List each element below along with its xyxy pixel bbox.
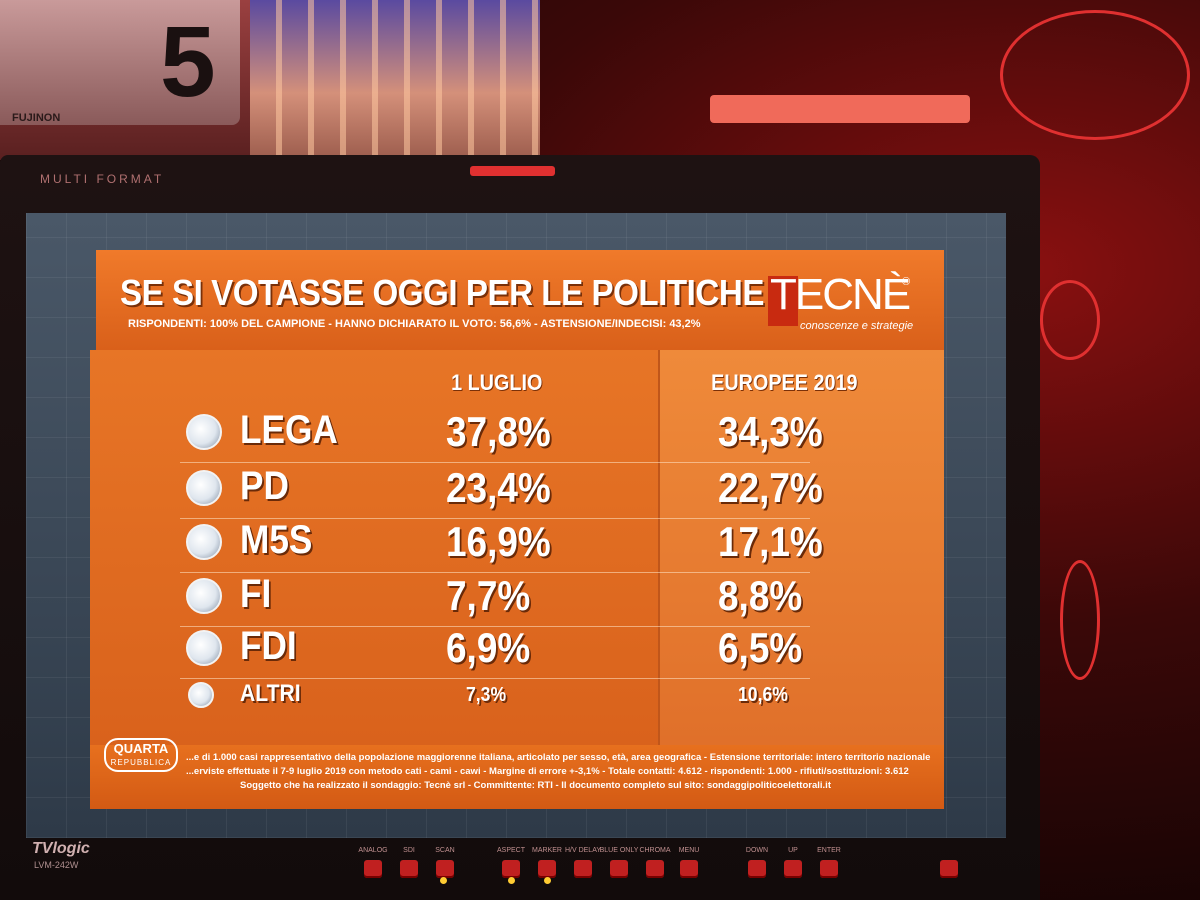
monitor-button-marker[interactable]	[538, 860, 556, 878]
show-badge: QUARTA REPUBBLICA	[104, 738, 178, 772]
monitor-button-label: H/V DELAY	[564, 847, 602, 854]
party-logo-pd	[186, 470, 222, 506]
footer-line: Soggetto che ha realizzato il sondaggio:…	[240, 780, 831, 791]
show-badge-sub: REPUBBLICA	[110, 758, 172, 767]
monitor-button-label: SDI	[403, 847, 415, 854]
monitor-button-enter[interactable]	[820, 860, 838, 878]
row-divider	[180, 678, 810, 679]
monitor-button-menu[interactable]	[680, 860, 698, 878]
monitor-button-sdi[interactable]	[400, 860, 418, 878]
monitor-button-analog[interactable]	[364, 860, 382, 878]
row-divider	[180, 572, 810, 573]
tecne-logo-mark	[768, 276, 798, 326]
graphic-header	[96, 250, 944, 350]
camera-brand: FUJINON	[12, 112, 61, 124]
monitor-button-h-v-delay[interactable]	[574, 860, 592, 878]
value-july: 7,7%	[446, 572, 531, 619]
value-july: 23,4%	[446, 464, 551, 511]
graphic-subtitle: RISPONDENTI: 100% DEL CAMPIONE - HANNO D…	[128, 318, 701, 330]
monitor-button-label: DOWN	[745, 847, 769, 854]
value-europee: 17,1%	[718, 518, 823, 565]
footer-line: ...erviste effettuate il 7-9 luglio 2019…	[186, 766, 909, 777]
row-divider	[180, 626, 810, 627]
monitor-button-scan[interactable]	[436, 860, 454, 878]
monitor-button-aspect[interactable]	[502, 860, 520, 878]
party-name: FDI	[240, 624, 297, 668]
registered-mark: ®	[902, 276, 911, 288]
status-led	[544, 877, 551, 884]
footer-line: ...e di 1.000 casi rappresentativo della…	[186, 752, 931, 763]
value-july: 7,3%	[466, 684, 507, 706]
party-logo-lega	[186, 414, 222, 450]
tally-light	[470, 166, 555, 176]
tecne-tagline: conoscenze e strategie	[800, 320, 914, 332]
column-header-europee: EUROPEE 2019	[711, 370, 858, 395]
monitor-button-label: UP	[788, 847, 798, 854]
value-july: 16,9%	[446, 518, 551, 565]
monitor-button-label: BLUE ONLY	[599, 847, 639, 854]
studio-window-bars	[250, 0, 540, 155]
party-name: FI	[240, 572, 272, 616]
party-name: M5S	[240, 518, 313, 562]
party-name: ALTRI	[240, 680, 301, 707]
value-europee: 10,6%	[738, 684, 788, 706]
party-name: PD	[240, 464, 289, 508]
party-logo-fdi	[186, 630, 222, 666]
column-header-july: 1 LUGLIO	[451, 370, 543, 395]
monitor-button-blue-only[interactable]	[610, 860, 628, 878]
party-logo-altri	[188, 682, 214, 708]
monitor-button-label: MENU	[678, 847, 700, 854]
party-name: LEGA	[240, 408, 338, 452]
cable-coil	[1040, 280, 1100, 360]
value-europee: 8,8%	[718, 572, 803, 619]
monitor-button-label: SCAN	[435, 847, 455, 854]
monitor-button-up[interactable]	[784, 860, 802, 878]
monitor-label: MULTI FORMAT	[40, 172, 165, 186]
graphic-title: SE SI VOTASSE OGGI PER LE POLITICHE	[120, 272, 764, 313]
monitor-model: LVM-242W	[34, 860, 79, 870]
tecne-logo: TECNÈ	[770, 270, 911, 319]
row-divider	[180, 462, 810, 463]
party-logo-m5s	[186, 524, 222, 560]
row-divider	[180, 518, 810, 519]
monitor-button-label: CHROMA	[639, 847, 671, 854]
monitor-button-label: ENTER	[817, 847, 841, 854]
monitor-button-label: ASPECT	[496, 847, 525, 854]
power-button[interactable]	[940, 860, 958, 878]
camera-card	[0, 0, 240, 125]
monitor-button-down[interactable]	[748, 860, 766, 878]
value-europee: 6,5%	[718, 624, 803, 671]
power-strip	[710, 95, 970, 123]
status-led	[508, 877, 515, 884]
results-panel	[90, 350, 658, 745]
monitor-button-label: MARKER	[532, 847, 562, 854]
monitor-brand: TVlogic	[32, 840, 90, 857]
show-badge-title: QUARTA	[113, 741, 169, 756]
camera-number: 5	[160, 6, 216, 118]
europee-panel	[658, 350, 944, 745]
value-europee: 22,7%	[718, 464, 823, 511]
status-led	[440, 877, 447, 884]
value-july: 6,9%	[446, 624, 531, 671]
graphic-footer	[90, 745, 944, 809]
monitor-button-chroma[interactable]	[646, 860, 664, 878]
value-europee: 34,3%	[718, 408, 823, 455]
cable-coil	[1060, 560, 1100, 680]
party-logo-fi	[186, 578, 222, 614]
value-july: 37,8%	[446, 408, 551, 455]
monitor-button-label: ANALOG	[358, 847, 388, 854]
cable-coil	[1000, 10, 1190, 140]
